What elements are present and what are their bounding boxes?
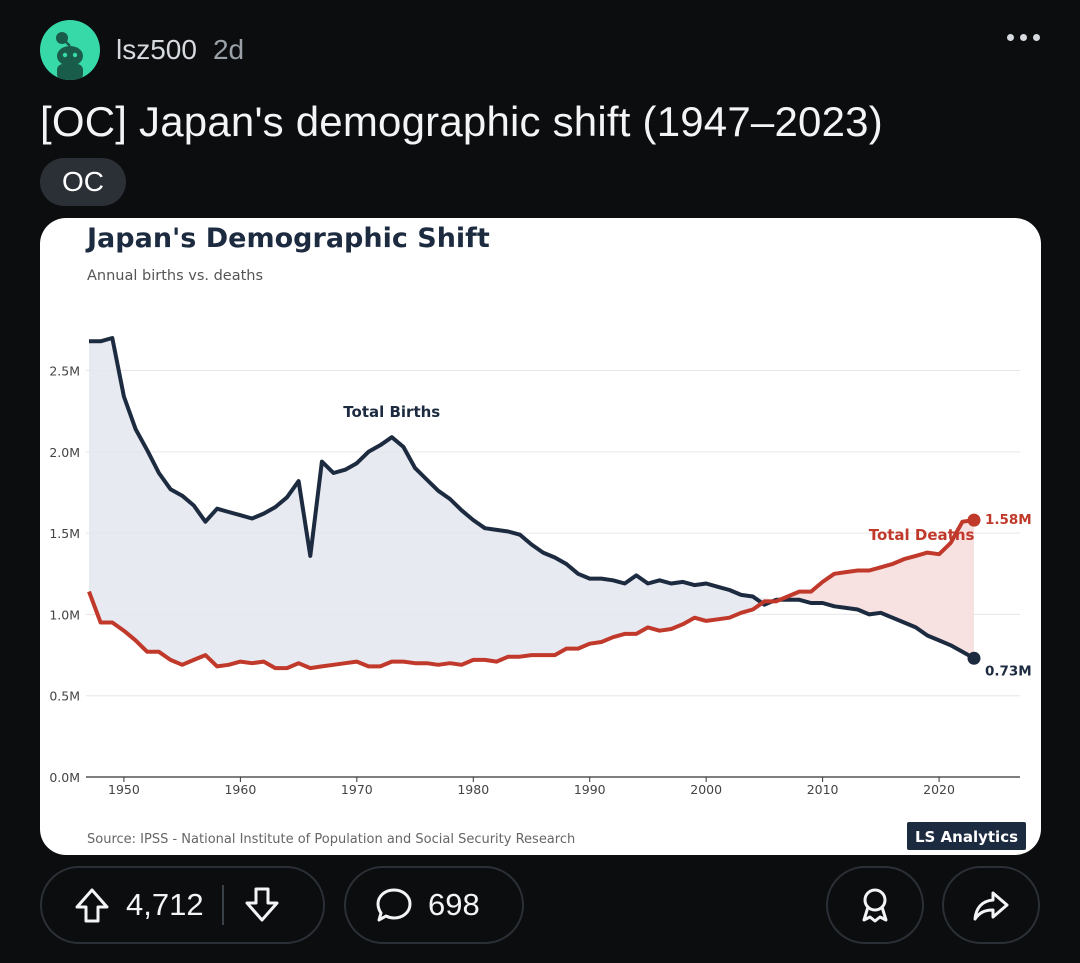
comments-button[interactable]: 698 [344,866,524,944]
watermark-text: LS Analytics [915,828,1018,846]
post-header: lsz500 2d [40,20,244,80]
share-icon [973,891,1009,921]
award-icon [862,888,888,923]
y-tick-label: 0.5M [49,689,80,704]
award-button[interactable] [826,866,924,944]
deaths-series-label: Total Deaths [869,526,975,544]
y-tick-label: 2.0M [49,445,80,460]
chart-subtitle: Annual births vs. deaths [87,268,263,284]
deaths-end-label: 1.58M [985,512,1032,528]
y-tick-label: 0.0M [49,770,80,785]
births-endpoint-marker [967,651,981,665]
deaths-endpoint-marker [967,513,981,527]
upvote-icon[interactable] [72,885,112,925]
chart-image[interactable]: 0.0M 0.5M 1.0M 1.5M 2.0M 2.5M 1950 1960 1970 1980… [40,218,1041,855]
x-tick-label: 2010 [807,782,839,797]
vote-bar: 4,712 [40,866,325,944]
post-title[interactable]: [OC] Japan's demographic shift (1947–202… [40,98,883,145]
x-tick-label: 1970 [341,782,373,797]
username[interactable]: lsz500 [116,34,197,65]
x-tick-label: 1980 [457,782,489,797]
series-endpoints: 0.73M 1.58M [967,512,1032,679]
user-avatar[interactable] [40,20,100,80]
demographic-chart: 0.0M 0.5M 1.0M 1.5M 2.0M 2.5M 1950 1960 1970 1980… [49,223,1032,850]
share-button[interactable] [942,866,1040,944]
more-options-icon[interactable] [1007,34,1040,41]
y-tick-label: 1.0M [49,607,80,622]
downvote-icon[interactable] [242,885,282,925]
post-age: 2d [212,34,245,65]
x-tick-label: 1950 [108,782,140,797]
comment-count: 698 [428,887,480,922]
x-tick-label: 1960 [224,782,256,797]
births-line [89,336,975,661]
y-tick-label: 2.5M [49,364,80,379]
post-flair[interactable]: OC [40,158,126,206]
x-tick-label: 2020 [923,782,955,797]
snoo-avatar-icon [56,32,83,80]
births-series-label: Total Births [343,403,440,421]
births-deaths-gap-area [89,338,776,669]
comment-icon [376,888,412,922]
births-end-label: 0.73M [985,663,1032,679]
deaths-line [87,518,975,671]
upvote-count: 4,712 [126,887,204,922]
chart-title: Japan's Demographic Shift [85,223,490,254]
vote-divider [221,885,224,925]
x-tick-label: 1990 [574,782,606,797]
axis-ticks: 0.0M 0.5M 1.0M 1.5M 2.0M 2.5M 1950 1960 1970 1980… [49,364,955,797]
x-tick-label: 2000 [690,782,722,797]
chart-source: Source: IPSS - National Institute of Pop… [87,832,575,847]
y-tick-label: 1.5M [49,526,80,541]
watermark-badge [907,822,1026,850]
